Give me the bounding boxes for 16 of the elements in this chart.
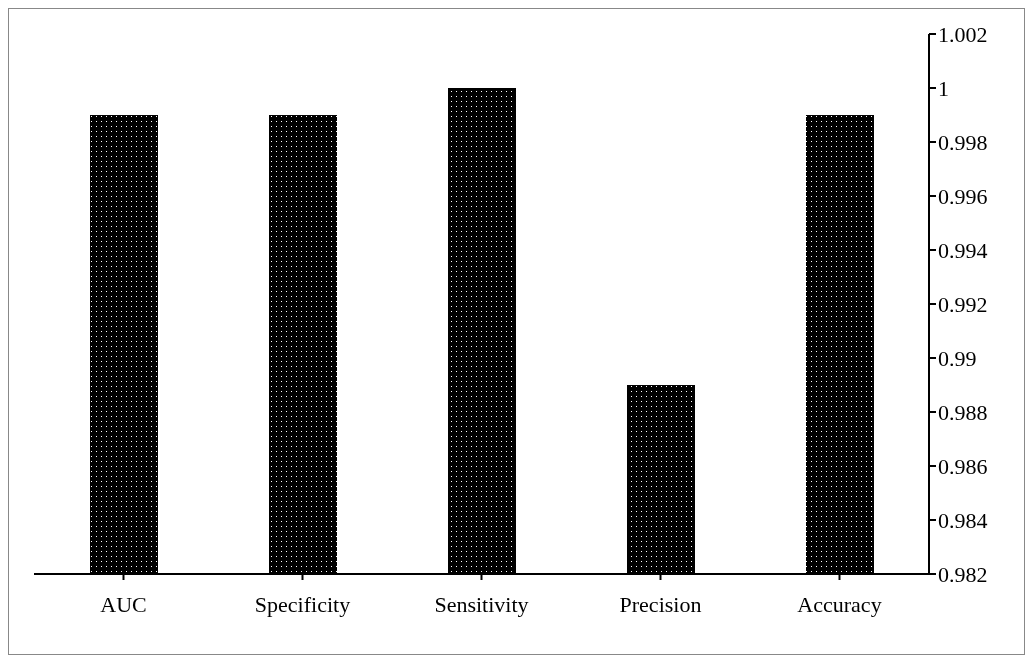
y-tick-label: 0.99 — [938, 345, 977, 371]
y-tick-label: 0.992 — [938, 291, 988, 317]
y-tick-label: 0.996 — [938, 183, 988, 209]
x-tick-label: Precision — [619, 591, 702, 617]
y-tick-label: 0.994 — [938, 237, 988, 263]
x-tick-label: AUC — [100, 591, 147, 617]
y-tick-label: 0.988 — [938, 399, 988, 425]
y-tick-label: 0.984 — [938, 507, 988, 533]
y-tick-label: 1 — [938, 75, 949, 101]
y-tick-label: 0.986 — [938, 453, 988, 479]
y-tick-label: 0.998 — [938, 129, 988, 155]
y-tick-label: 1.002 — [938, 21, 988, 47]
x-tick-label: Sensitivity — [434, 591, 529, 617]
x-tick-label: Accuracy — [797, 591, 882, 617]
x-tick-label: Specificity — [254, 591, 351, 617]
y-tick-label: 0.982 — [938, 561, 988, 587]
